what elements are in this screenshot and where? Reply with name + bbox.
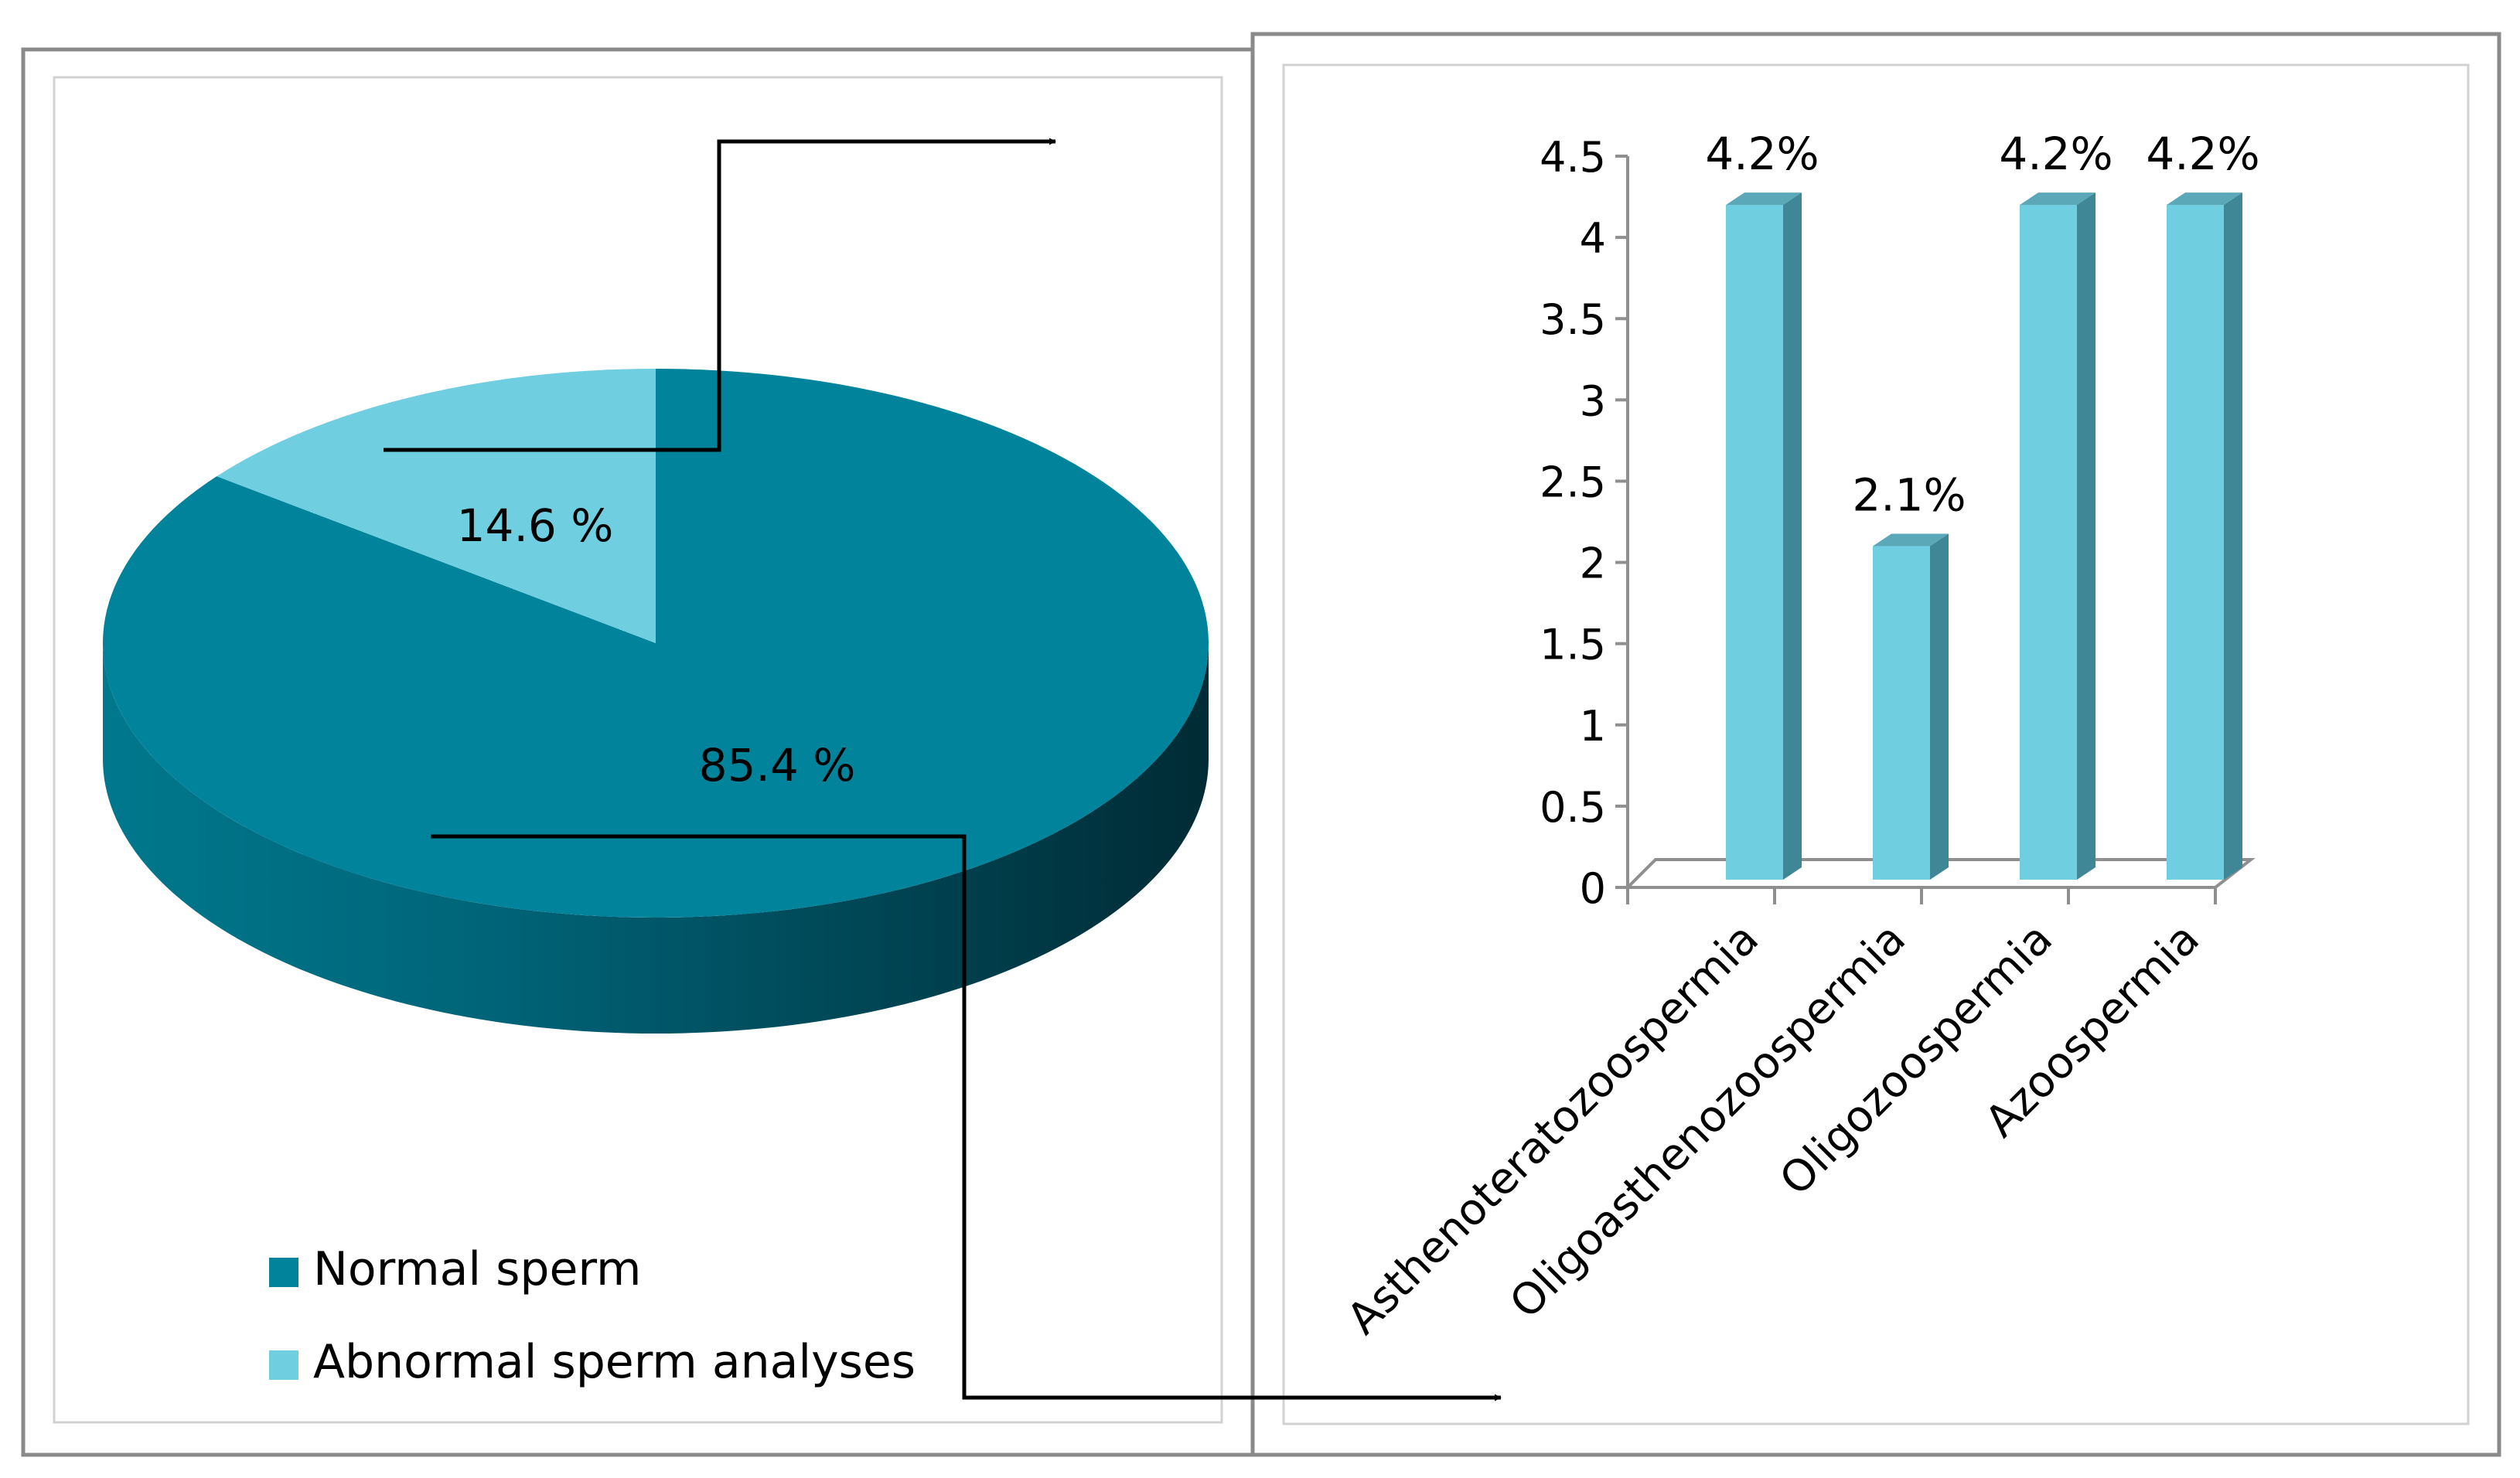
bar-side bbox=[2224, 192, 2242, 880]
legend-swatch-abnormal bbox=[269, 1350, 298, 1380]
pie-slice-abnormal bbox=[217, 368, 656, 643]
bar-data-label: 2.1% bbox=[1852, 469, 1966, 522]
bar-side bbox=[1783, 192, 1802, 880]
pie-chart bbox=[103, 368, 1209, 1034]
bar-plot-area bbox=[1282, 63, 2470, 1425]
y-tick-label: 2.5 bbox=[1540, 458, 1606, 506]
bar-data-label: 4.2% bbox=[1705, 128, 1819, 180]
connector-arrow-top bbox=[384, 138, 1056, 452]
pie-label-normal: 85.4 % bbox=[699, 739, 856, 792]
legend-label-abnormal: Abnormal sperm analyses bbox=[313, 1335, 916, 1389]
bar-front bbox=[2167, 205, 2224, 880]
legend-label-normal: Normal sperm bbox=[313, 1242, 641, 1296]
y-tick-label: 4 bbox=[1580, 214, 1606, 263]
pie-plot-area bbox=[53, 76, 1223, 1424]
bar-top bbox=[1726, 192, 1802, 206]
y-tick-label: 1.5 bbox=[1540, 621, 1606, 669]
y-tick-label: 2 bbox=[1580, 540, 1606, 588]
y-tick-label: 0 bbox=[1580, 864, 1606, 913]
pie-label-abnormal: 14.6 % bbox=[457, 499, 614, 552]
bar-top bbox=[2020, 192, 2095, 206]
bar-data-label: 4.2% bbox=[2146, 128, 2259, 180]
bar-side bbox=[1930, 533, 1949, 880]
connector-arrow-bottom bbox=[431, 834, 1502, 1401]
legend-swatch-normal bbox=[269, 1258, 298, 1287]
pie-side bbox=[103, 643, 1209, 1034]
bar-side bbox=[2077, 192, 2095, 880]
y-tick-label: 4.5 bbox=[1540, 133, 1606, 182]
bar-front bbox=[2020, 205, 2077, 880]
bar-data-label: 4.2% bbox=[1999, 128, 2113, 180]
bar-top bbox=[1873, 533, 1949, 547]
y-tick-label: 1 bbox=[1580, 702, 1606, 751]
bar-front bbox=[1873, 546, 1930, 880]
y-tick-label: 0.5 bbox=[1540, 783, 1606, 832]
y-tick-label: 3 bbox=[1580, 376, 1606, 425]
bar-top bbox=[2167, 192, 2242, 206]
pie-legend: Normal sperm Abnormal sperm analyses bbox=[269, 1242, 916, 1389]
pie-slice-normal bbox=[103, 369, 1209, 918]
y-tick-label: 3.5 bbox=[1540, 295, 1606, 344]
bar-front bbox=[1726, 205, 1783, 880]
